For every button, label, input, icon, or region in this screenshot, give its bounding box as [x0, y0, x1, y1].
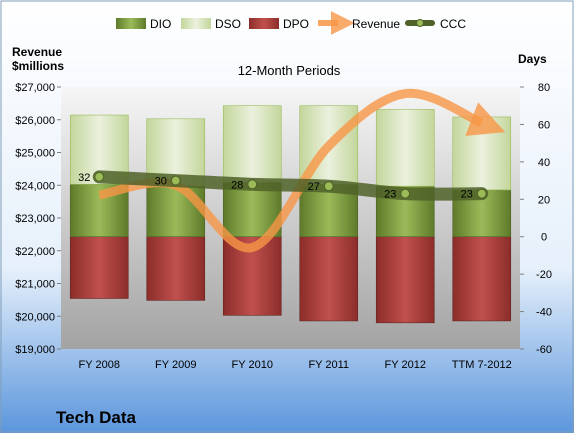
right-tick-label: -40 — [536, 307, 552, 319]
left-tick-label: $23,000 — [15, 213, 55, 225]
bar-dpo — [69, 236, 129, 299]
legend-label-dio: DIO — [150, 17, 171, 31]
category-label: FY 2010 — [232, 359, 273, 371]
left-axis-title-line2: $millions — [12, 59, 64, 73]
left-tick-label: $22,000 — [15, 246, 55, 258]
right-tick-label: 80 — [538, 82, 550, 94]
company-name: Tech Data — [56, 408, 137, 427]
ccc-data-label: 30 — [155, 176, 167, 188]
category-axis-labels: FY 2008 FY 2009 FY 2010 FY 2011 FY 2012 TTM 7… — [79, 359, 512, 371]
ccc-marker — [476, 188, 487, 199]
category-label: FY 2009 — [155, 359, 196, 371]
ccc-marker — [94, 171, 105, 182]
bar-dpo — [146, 236, 206, 301]
category-label: FY 2008 — [79, 359, 120, 371]
legend-swatch-dpo — [249, 18, 279, 29]
ccc-marker — [247, 179, 258, 190]
ccc-line-group: 32 30 28 27 23 23 — [78, 170, 489, 201]
bar-dso — [375, 109, 435, 187]
left-tick-label: $19,000 — [15, 344, 55, 356]
bar-dpo — [299, 236, 359, 322]
legend-swatch-dio — [116, 18, 146, 29]
left-axis-ticks: $19,000 $20,000 $21,000 $22,000 $23,000 $24,0… — [15, 82, 61, 356]
legend-item-dso: DSO — [181, 17, 241, 31]
ccc-data-label: 23 — [461, 189, 473, 201]
right-tick-label: -60 — [536, 344, 552, 356]
right-axis-title: Days — [518, 52, 547, 66]
ccc-data-label: 32 — [78, 172, 90, 184]
legend-item-dio: DIO — [116, 17, 171, 31]
category-label: FY 2012 — [385, 359, 426, 371]
legend: DIO DSO DPO Revenue CCC — [116, 11, 466, 35]
left-tick-label: $26,000 — [15, 115, 55, 127]
legend-label-dpo: DPO — [283, 17, 309, 31]
right-tick-label: 60 — [538, 119, 550, 131]
legend-item-dpo: DPO — [249, 17, 309, 31]
ccc-marker — [323, 181, 334, 192]
left-tick-label: $21,000 — [15, 279, 55, 291]
right-tick-label: 40 — [538, 157, 550, 169]
ccc-data-label: 28 — [231, 179, 243, 191]
bar-group — [69, 105, 512, 324]
legend-swatch-dso — [181, 18, 211, 29]
left-tick-label: $25,000 — [15, 148, 55, 160]
ccc-marker — [170, 175, 181, 186]
bar-dso — [452, 116, 512, 191]
legend-label-dso: DSO — [215, 17, 241, 31]
right-axis-ticks: -60 -40 -20 0 20 40 60 80 — [520, 82, 552, 356]
plot-area — [61, 87, 520, 349]
bar-dpo — [375, 236, 435, 324]
bar-dpo — [452, 236, 512, 322]
ccc-data-label: 27 — [308, 181, 320, 193]
category-label: TTM 7-2012 — [452, 359, 512, 371]
ccc-data-label: 23 — [384, 189, 396, 201]
ccc-line — [92, 170, 489, 201]
bar-dio — [146, 185, 206, 238]
legend-label-ccc: CCC — [440, 17, 466, 31]
legend-item-ccc: CCC — [405, 17, 466, 31]
legend-item-revenue: Revenue — [318, 11, 400, 35]
left-tick-label: $27,000 — [15, 82, 55, 94]
ccc-marker — [400, 188, 411, 199]
bar-dso — [222, 105, 282, 183]
chart-title: 12-Month Periods — [238, 63, 341, 78]
right-tick-label: 0 — [541, 232, 547, 244]
left-axis-title-line1: Revenue — [12, 45, 62, 59]
legend-marker-ccc — [416, 19, 424, 27]
left-tick-label: $24,000 — [15, 180, 55, 192]
legend-label-revenue: Revenue — [352, 17, 400, 31]
category-label: FY 2011 — [308, 359, 349, 371]
right-tick-label: 20 — [538, 194, 550, 206]
right-tick-label: -20 — [536, 269, 552, 281]
left-tick-label: $20,000 — [15, 311, 55, 323]
